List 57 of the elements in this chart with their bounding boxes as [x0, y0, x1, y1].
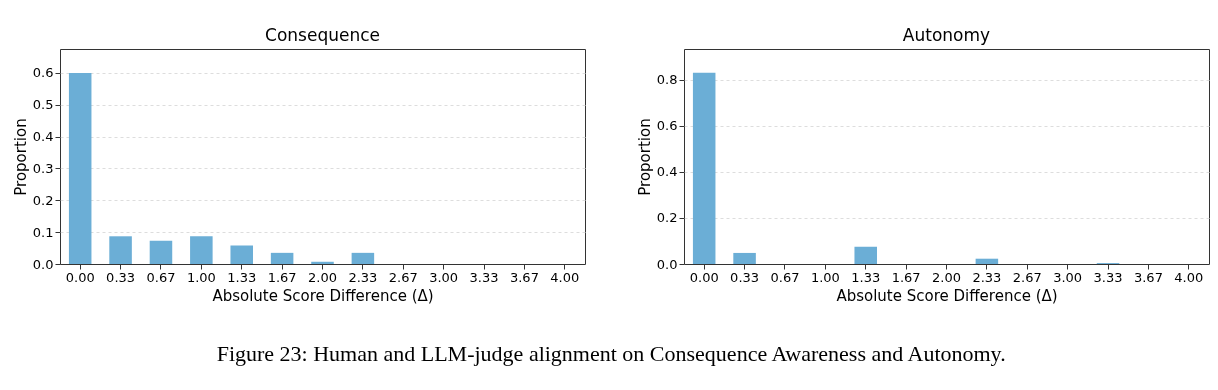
y-tick-label: 0.4	[656, 164, 678, 180]
x-tick-label: 0.67	[146, 269, 176, 285]
bar	[311, 261, 334, 264]
x-tick-label: 1.67	[891, 269, 921, 285]
x-tick-label: 3.33	[469, 269, 499, 285]
bar	[692, 72, 716, 264]
bar	[733, 252, 756, 264]
x-tick-label: 4.00	[1174, 269, 1204, 285]
x-tick-label: 0.67	[770, 269, 800, 285]
x-tick-label: 4.00	[550, 269, 580, 285]
y-tick-label: 0.5	[32, 97, 54, 113]
x-tick-label: 2.33	[348, 269, 378, 285]
bar	[109, 236, 132, 264]
bar	[190, 236, 213, 264]
x-tick-label: 0.33	[730, 269, 760, 285]
x-tick-label: 2.00	[308, 269, 337, 285]
x-tick-label: 1.00	[186, 269, 216, 285]
x-tick-label: 1.33	[851, 269, 881, 285]
x-tick-label: 0.00	[689, 269, 719, 285]
caption: Figure 23: Human and LLM-judge alignment on Consequence Awareness and Autonomy.	[216, 340, 1006, 366]
x-tick-label: 2.67	[1012, 269, 1042, 285]
x-tick-label: 3.00	[1053, 269, 1083, 285]
bar	[68, 72, 92, 264]
x-tick-label: 1.33	[227, 269, 257, 285]
x-tick-label: 3.00	[429, 269, 459, 285]
y-axis-title: Proportion	[635, 118, 654, 196]
y-tick-label: 0.3	[32, 160, 54, 176]
x-tick-label: 0.00	[65, 269, 95, 285]
y-tick-label: 0.2	[32, 192, 54, 208]
chart-title: Autonomy	[902, 25, 991, 45]
y-tick-label: 0.0	[656, 256, 678, 272]
x-tick-label: 2.00	[932, 269, 961, 285]
x-axis-title: Absolute Score Difference (Δ)	[836, 286, 1058, 305]
bar	[149, 240, 173, 264]
y-tick-label: 0.0	[32, 256, 54, 272]
y-tick-label: 0.2	[656, 210, 678, 226]
y-tick-label: 0.8	[656, 72, 678, 88]
y-tick-label: 0.6	[656, 118, 678, 134]
x-axis-title: Absolute Score Difference (Δ)	[212, 286, 434, 305]
x-tick-label: 0.33	[106, 269, 136, 285]
bar	[351, 252, 375, 264]
y-tick-label: 0.4	[32, 129, 54, 145]
bar	[854, 246, 877, 264]
x-tick-label: 1.00	[810, 269, 840, 285]
bar	[230, 245, 253, 264]
y-tick-label: 0.6	[32, 65, 54, 81]
chart-title: Consequence	[265, 25, 380, 45]
x-tick-label: 3.67	[509, 269, 539, 285]
bar	[270, 252, 294, 264]
x-tick-label: 3.33	[1093, 269, 1123, 285]
bar	[975, 258, 999, 264]
x-tick-label: 3.67	[1133, 269, 1163, 285]
y-axis-title: Proportion	[11, 118, 30, 196]
x-tick-label: 1.67	[267, 269, 297, 285]
x-tick-label: 2.33	[972, 269, 1002, 285]
y-tick-label: 0.1	[32, 224, 54, 240]
x-tick-label: 2.67	[388, 269, 418, 285]
